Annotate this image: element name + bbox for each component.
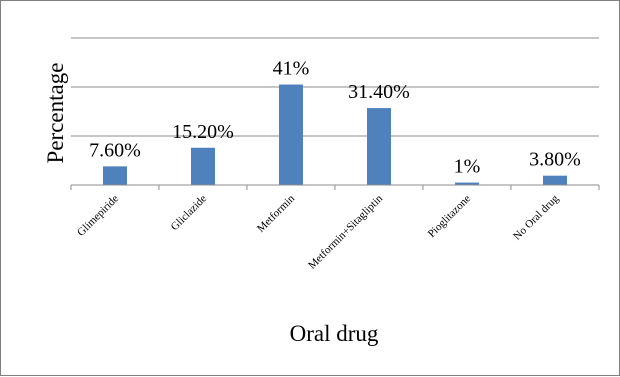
data-label: 15.20% xyxy=(172,121,234,143)
x-tick-label: Metformin+Sitagliptin xyxy=(306,192,385,271)
bar xyxy=(543,175,567,185)
data-label: 41% xyxy=(273,58,310,80)
bar xyxy=(191,147,215,185)
x-tick-label: Glimepiride xyxy=(75,193,121,239)
gridlines xyxy=(71,37,599,137)
data-labels: 7.60% 15.20% 41% 31.40% 1% 3.80% xyxy=(89,58,581,178)
bar xyxy=(367,108,391,185)
bars xyxy=(103,84,567,185)
x-tick-labels: Glimepiride Gliclazide Metformin Metformin+… xyxy=(75,192,561,271)
x-tick-label: Metformin xyxy=(255,192,298,235)
x-axis xyxy=(70,184,600,190)
x-tick-label: Gliclazide xyxy=(169,193,210,234)
bar xyxy=(455,182,479,185)
x-tick-label: No Oral drug xyxy=(511,192,561,242)
data-label: 31.40% xyxy=(348,81,410,103)
data-label: 7.60% xyxy=(89,139,141,161)
x-axis-title: Oral drug xyxy=(290,321,379,346)
x-tick-label: Pioglitazone xyxy=(426,193,473,240)
data-label: 3.80% xyxy=(529,149,581,171)
y-axis-title: Percentage xyxy=(43,63,68,164)
bar xyxy=(279,84,303,185)
data-label: 1% xyxy=(454,156,481,178)
bar xyxy=(103,166,127,185)
